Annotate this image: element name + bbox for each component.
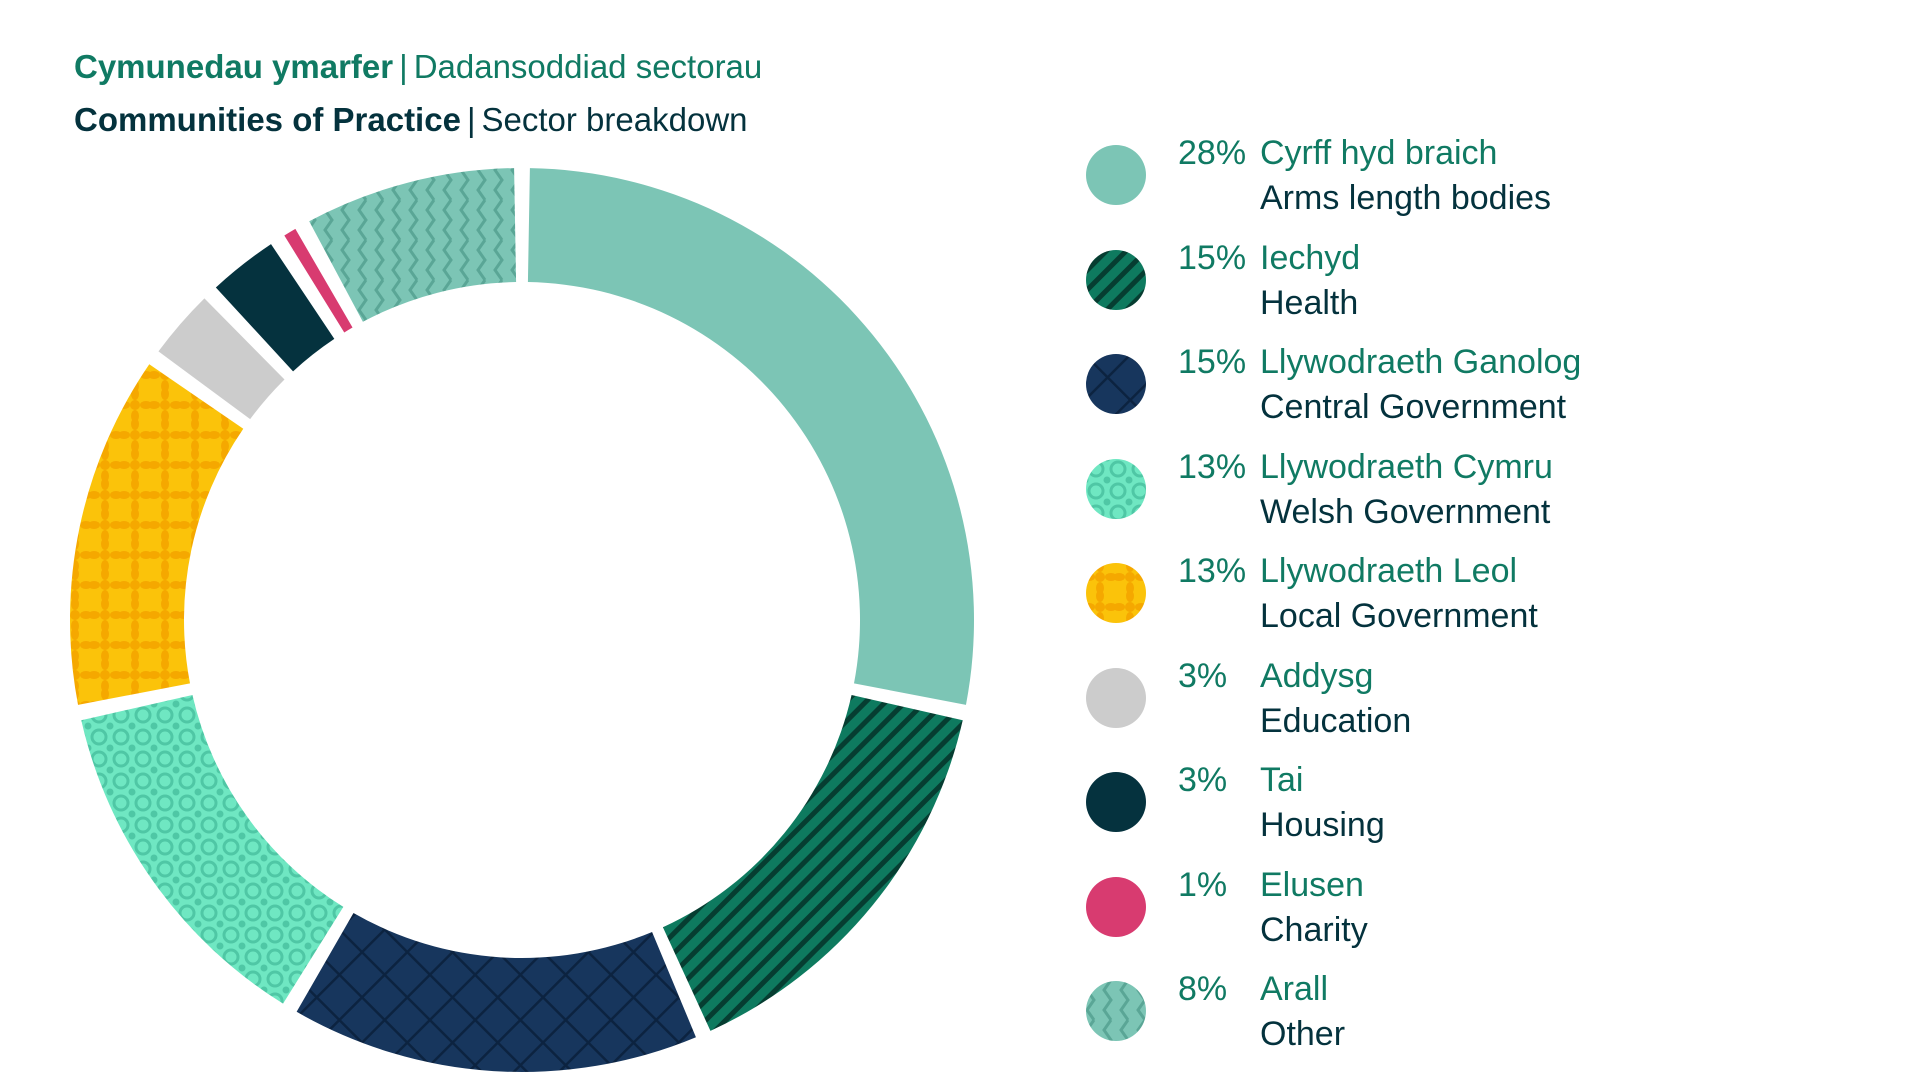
legend-label-welsh: Elusen: [1260, 865, 1364, 904]
title-welsh-separator: |: [399, 48, 408, 85]
legend-label-welsh: Arall: [1260, 970, 1329, 1008]
legend-swatch: [1086, 981, 1146, 1041]
legend-label-english: Housing: [1260, 806, 1385, 844]
legend-swatch: [1086, 667, 1146, 728]
legend-swatch: [1086, 354, 1146, 414]
legend-swatch: [1086, 563, 1146, 623]
legend-percent: 3%: [1178, 761, 1228, 799]
legend-label-english: Other: [1260, 1015, 1346, 1053]
title-welsh-bold: Cymunedau ymarfer: [74, 48, 394, 85]
donut-slices: [69, 168, 974, 1072]
legend-percent: 13%: [1178, 552, 1247, 590]
legend-swatch: [1086, 458, 1146, 519]
title-welsh: Cymunedau ymarfer | Dadansoddiad sectorau: [74, 40, 762, 93]
legend-swatch: [1086, 876, 1146, 937]
legend-label-welsh: Cyrff hyd braich: [1260, 134, 1498, 172]
slice-housing: [215, 244, 335, 372]
legend-label-welsh: Tai: [1260, 761, 1304, 799]
legend-swatch: [1086, 772, 1146, 832]
legend-label-english: Central Government: [1260, 388, 1567, 426]
legend-label-english: Local Government: [1260, 597, 1538, 635]
legend-swatch: [1086, 145, 1146, 205]
legend-percent: 15%: [1178, 343, 1247, 381]
slice-local-government: [69, 364, 244, 705]
legend-percent: 3%: [1178, 656, 1228, 695]
slice-welsh-government: [81, 695, 344, 1004]
chart-titles: Cymunedau ymarfer | Dadansoddiad sectorau …: [74, 40, 762, 146]
legend-percent: 15%: [1178, 238, 1247, 277]
legend-label-english: Charity: [1260, 910, 1368, 949]
title-english-subtitle: Sector breakdown: [481, 101, 748, 138]
title-english-bold: Communities of Practice: [74, 101, 461, 138]
legend-label-welsh: Llywodraeth Ganolog: [1260, 343, 1582, 381]
legend-label-welsh: Addysg: [1260, 656, 1374, 695]
slice-charity: [284, 228, 353, 333]
legend-swatch: [1086, 249, 1146, 310]
legend-label-english: Education: [1260, 701, 1412, 740]
slice-education: [158, 298, 285, 420]
title-welsh-subtitle: Dadansoddiad sectorau: [413, 48, 763, 85]
slice-health: [662, 695, 963, 1031]
legend-label-welsh: Llywodraeth Cymru: [1260, 447, 1553, 486]
legend-label-english: Welsh Government: [1260, 492, 1551, 531]
legend-percent: 8%: [1178, 970, 1228, 1008]
title-english: Communities of Practice | Sector breakdown: [74, 93, 762, 146]
slice-arms-length-bodies: [527, 168, 974, 705]
legend-percent: 13%: [1178, 447, 1247, 486]
legend-label-english: Health: [1260, 283, 1359, 322]
legend-label-english: Arms length bodies: [1260, 179, 1552, 217]
slice-other: [309, 168, 517, 322]
legend-label-welsh: Iechyd: [1260, 238, 1361, 277]
legend-percent: 28%: [1178, 134, 1247, 172]
legend-label-welsh: Llywodraeth Leol: [1260, 552, 1518, 590]
title-english-separator: |: [466, 101, 476, 138]
slice-central-government: [296, 912, 696, 1072]
legend-percent: 1%: [1178, 865, 1228, 904]
